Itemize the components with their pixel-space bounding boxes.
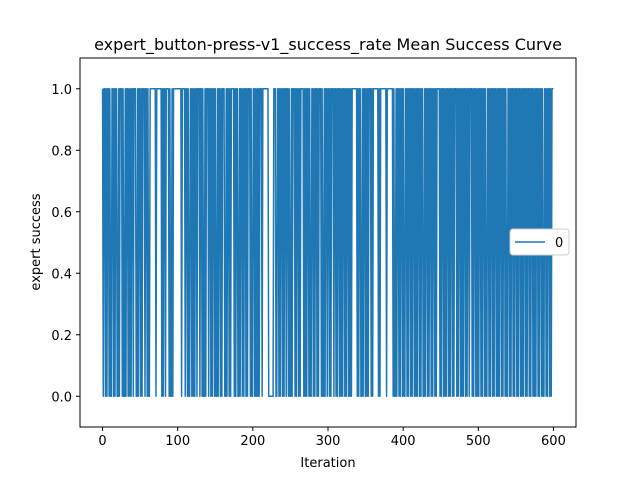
y-axis-label: expert success: [29, 193, 44, 290]
x-tick-label: 500: [466, 434, 491, 449]
x-tick-label: 600: [541, 434, 566, 449]
x-tick-label: 100: [165, 434, 190, 449]
x-axis: 0 100 200 300 400 500 600: [98, 427, 566, 449]
plot-area: [101, 88, 554, 397]
x-tick-label: 0: [98, 434, 106, 449]
legend-label: 0: [555, 236, 563, 251]
y-tick-label: 0.8: [51, 144, 72, 159]
y-tick-label: 1.0: [51, 83, 72, 98]
x-tick-label: 300: [316, 434, 341, 449]
legend: 0: [509, 228, 570, 256]
x-tick-label: 200: [240, 434, 265, 449]
y-tick-label: 0.2: [51, 329, 72, 344]
y-tick-label: 0.0: [51, 390, 72, 405]
x-axis-label: Iteration: [300, 456, 355, 471]
x-tick-label: 400: [391, 434, 416, 449]
y-axis: 0.0 0.2 0.4 0.6 0.8 1.0: [51, 83, 80, 405]
y-tick-label: 0.4: [51, 267, 72, 282]
y-tick-label: 0.6: [51, 206, 72, 221]
series-line-0: [101, 88, 554, 397]
chart-title: expert_button-press-v1_success_rate Mean…: [94, 35, 562, 55]
